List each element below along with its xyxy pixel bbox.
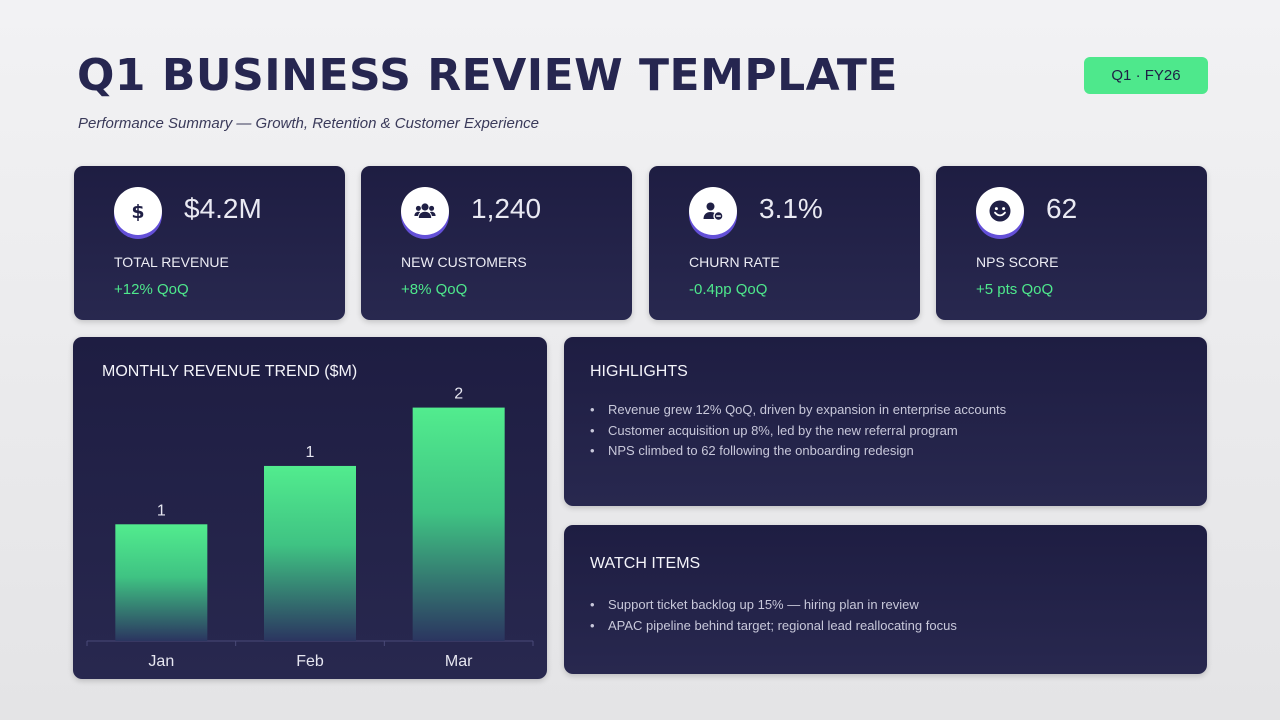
kpi-value: 3.1%: [759, 193, 823, 224]
kpi-card-total-revenue: $ $4.2M TOTAL REVENUE +12% QoQ: [74, 166, 345, 320]
bar-value-label: 2: [454, 386, 463, 403]
svg-text:$: $: [131, 201, 144, 223]
user-minus-icon: [689, 187, 737, 235]
kpi-card-churn-rate: 3.1% CHURN RATE -0.4pp QoQ: [649, 166, 920, 320]
list-item: Customer acquisition up 8%, led by the n…: [590, 421, 1006, 442]
watch-items-list: Support ticket backlog up 15% — hiring p…: [590, 595, 957, 636]
bar-value-label: 1: [157, 502, 166, 519]
kpi-value: 62: [1046, 193, 1078, 224]
chart-title: MONTHLY REVENUE TREND ($M): [102, 363, 358, 380]
watch-items-panel: WATCH ITEMS Support ticket backlog up 15…: [564, 525, 1207, 674]
period-badge: Q1 · FY26: [1084, 57, 1208, 94]
kpi-delta: +12% QoQ: [114, 281, 189, 298]
list-item: APAC pipeline behind target; regional le…: [590, 616, 957, 637]
kpi-card-new-customers: 1,240 NEW CUSTOMERS +8% QoQ: [361, 166, 632, 320]
dollar-icon: $: [114, 187, 162, 235]
chart-bar-jan: [115, 524, 208, 641]
list-item: NPS climbed to 62 following the onboardi…: [590, 441, 1006, 462]
kpi-card-nps-score: 62 NPS SCORE +5 pts QoQ: [936, 166, 1207, 320]
kpi-label: TOTAL REVENUE: [114, 254, 229, 270]
x-tick-label: Feb: [296, 653, 324, 670]
list-item: Revenue grew 12% QoQ, driven by expansio…: [590, 400, 1006, 421]
chart-bar-feb: [264, 465, 356, 641]
kpi-label: NPS SCORE: [976, 254, 1059, 270]
highlights-list: Revenue grew 12% QoQ, driven by expansio…: [590, 400, 1006, 462]
kpi-delta: +8% QoQ: [401, 281, 468, 298]
revenue-trend-chart-panel: MONTHLY REVENUE TREND ($M) 1 Jan 1 Feb 2 Mar: [73, 337, 547, 679]
page-subtitle: Performance Summary — Growth, Retention …: [78, 115, 540, 132]
watch-items-title: WATCH ITEMS: [590, 555, 701, 572]
kpi-delta: +5 pts QoQ: [976, 281, 1054, 298]
kpi-value: 1,240: [471, 193, 542, 224]
bar-value-label: 1: [306, 444, 315, 461]
x-tick-label: Jan: [148, 653, 174, 670]
users-icon: [401, 187, 449, 235]
list-item: Support ticket backlog up 15% — hiring p…: [590, 595, 957, 616]
page-title: Q1 BUSINESS REVIEW TEMPLATE: [77, 50, 898, 101]
kpi-delta: -0.4pp QoQ: [689, 281, 768, 298]
kpi-label: NEW CUSTOMERS: [401, 254, 527, 270]
kpi-label: CHURN RATE: [689, 254, 780, 270]
highlights-panel: HIGHLIGHTS Revenue grew 12% QoQ, driven …: [564, 337, 1207, 506]
chart-bar-mar: [412, 407, 505, 641]
kpi-value: $4.2M: [184, 193, 262, 224]
x-tick-label: Mar: [445, 653, 473, 670]
highlights-title: HIGHLIGHTS: [590, 363, 688, 380]
revenue-trend-chart: 1 Jan 1 Feb 2 Mar: [86, 386, 534, 670]
smile-icon: [976, 187, 1024, 235]
